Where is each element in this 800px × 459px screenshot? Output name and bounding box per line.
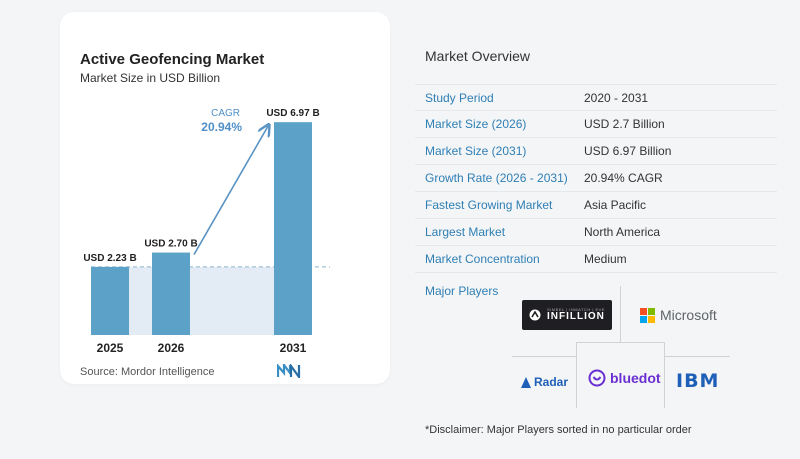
- divider: [576, 342, 577, 408]
- infillion-name: INFILLION: [547, 311, 605, 322]
- infillion-mark-icon: [529, 309, 541, 321]
- overview-value: North America: [584, 225, 661, 239]
- overview-value: USD 2.7 Billion: [584, 117, 665, 131]
- chart-title: Active Geofencing Market: [80, 51, 265, 68]
- data-label: USD 6.97 B: [266, 108, 319, 119]
- divider: [664, 342, 665, 408]
- overview-title: Market Overview: [425, 48, 531, 64]
- bar-chart: USD 2.23 B 2025 USD 2.70 B 2026 USD 6.97 B 20…: [83, 108, 330, 355]
- overview-label: Largest Market: [425, 225, 506, 239]
- overview-value: 2020 - 2031: [584, 90, 649, 105]
- overview-row: Growth Rate (2026 - 2031) 20.94% CAGR: [415, 165, 777, 192]
- disclaimer: *Disclaimer: Major Players sorted in no …: [425, 424, 692, 436]
- x-tick-label: 2031: [280, 341, 307, 355]
- bar: [91, 266, 129, 335]
- overview-row: Market Size (2031) USD 6.97 Billion: [415, 138, 777, 165]
- radar-name: Radar: [534, 375, 569, 389]
- chart-subtitle: Market Size in USD Billion: [80, 71, 221, 85]
- source-text: Source: Mordor Intelligence: [80, 366, 215, 378]
- overview-value: Medium: [584, 252, 627, 266]
- overview-label: Market Size (2026): [425, 117, 527, 131]
- overview-row: Market Size (2026) USD 2.7 Billion: [415, 111, 777, 138]
- ibm-logo: IBM: [676, 370, 719, 392]
- overview-row: Largest Market North America: [415, 219, 777, 246]
- overview-label: Market Concentration: [425, 252, 540, 266]
- overview-label: Growth Rate (2026 - 2031): [425, 171, 568, 185]
- divider: [664, 356, 730, 357]
- divider: [620, 286, 621, 342]
- overview-value: USD 6.97 Billion: [584, 144, 672, 158]
- overview-label: Market Size (2031): [425, 144, 527, 158]
- microsoft-name: Microsoft: [660, 307, 717, 323]
- data-label: USD 2.70 B: [144, 239, 197, 250]
- cagr-label: CAGR: [211, 108, 240, 119]
- bluedot-logo: bluedot: [588, 366, 661, 390]
- bar: [274, 122, 312, 335]
- cagr-value: 20.94%: [201, 120, 242, 134]
- data-label: USD 2.23 B: [83, 253, 136, 264]
- infillion-subtext: SIMBEL | INMATCH | EVE: [547, 307, 605, 312]
- bluedot-name: bluedot: [610, 370, 661, 386]
- divider: [512, 356, 576, 357]
- overview-value: 20.94% CAGR: [584, 171, 663, 185]
- bluedot-circle-icon: [588, 369, 606, 387]
- overview-row: Market Concentration Medium: [415, 246, 777, 273]
- microsoft-squares-icon: [640, 307, 655, 323]
- overview-table: Study Period 2020 - 2031 Market Size (20…: [415, 84, 777, 273]
- x-tick-label: 2026: [158, 341, 185, 355]
- overview-label: Fastest Growing Market: [425, 198, 553, 212]
- infillion-logo: SIMBEL | INMATCH | EVE INFILLION: [522, 300, 612, 330]
- mordor-logo-icon: [277, 364, 301, 378]
- overview-row: Study Period 2020 - 2031: [415, 84, 777, 111]
- overview-row: Fastest Growing Market Asia Pacific: [415, 192, 777, 219]
- divider: [576, 342, 665, 343]
- x-tick-label: 2025: [97, 341, 124, 355]
- bar: [152, 252, 190, 335]
- radar-triangle-icon: [521, 376, 531, 388]
- microsoft-logo: Microsoft: [640, 303, 717, 327]
- cagr-arrow: [193, 126, 268, 255]
- overview-value: Asia Pacific: [584, 198, 647, 212]
- major-players-title: Major Players: [425, 284, 499, 298]
- overview-label: Study Period: [425, 90, 494, 105]
- ibm-name: IBM: [676, 370, 720, 392]
- radar-logo: Radar: [521, 372, 568, 392]
